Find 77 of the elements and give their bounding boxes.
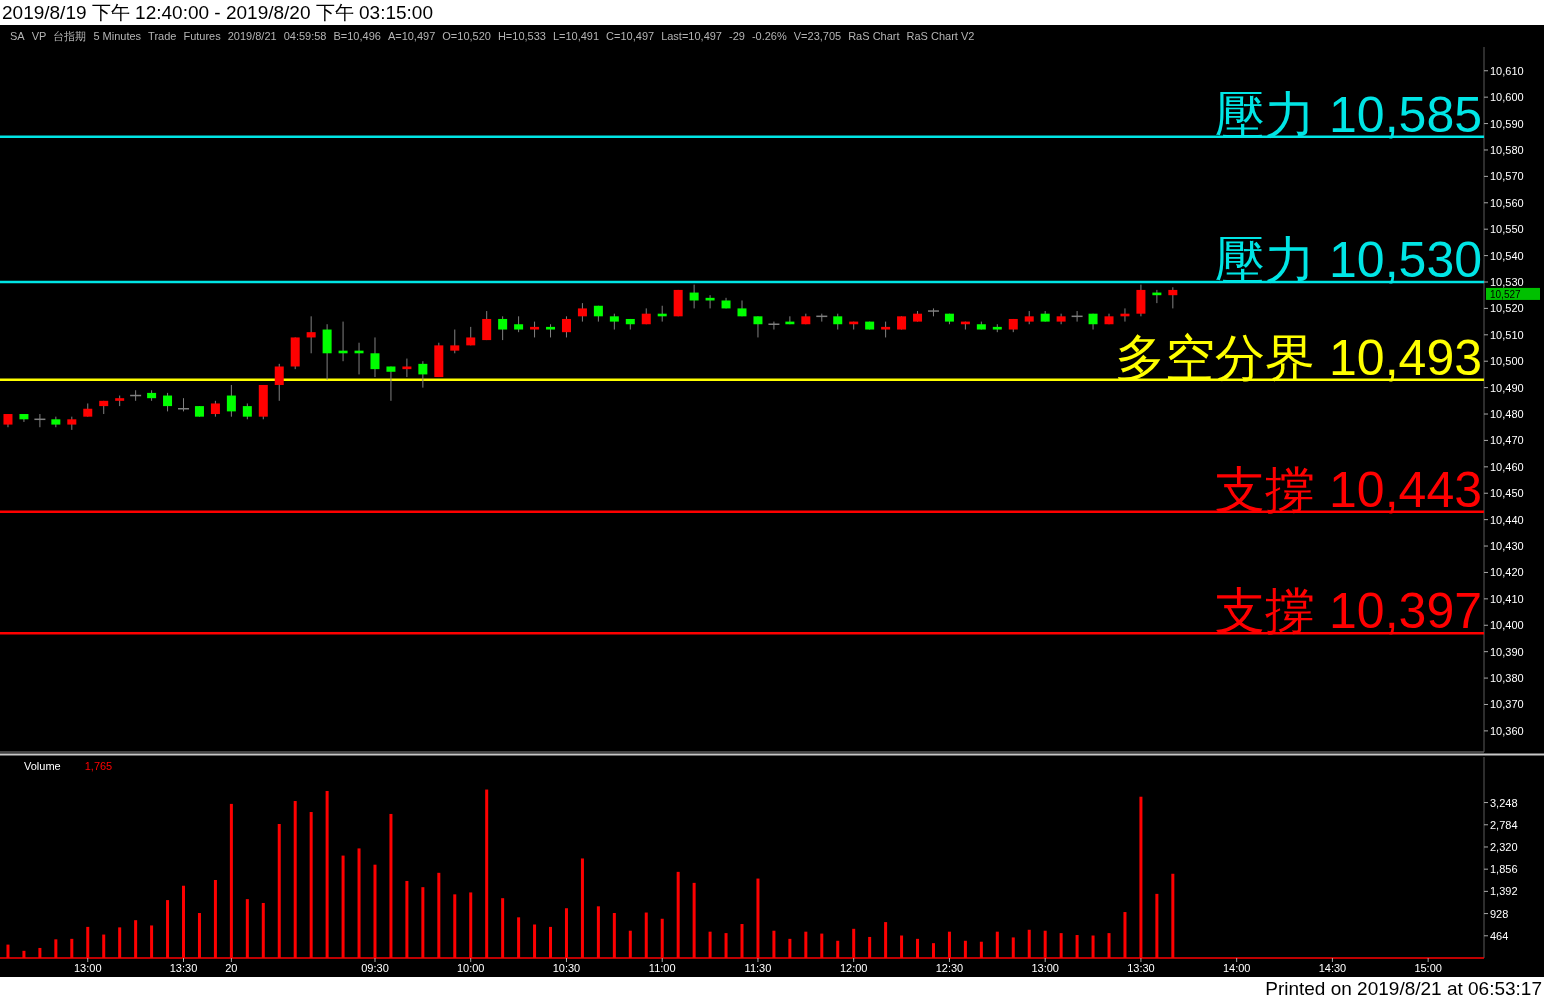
x-tick-label: 12:30 bbox=[935, 962, 964, 974]
y-tick-label: 10,590 bbox=[1490, 117, 1524, 130]
y-tick-label: 10,510 bbox=[1490, 328, 1524, 341]
y-tick-label: 10,530 bbox=[1490, 276, 1524, 288]
x-tick-label: 10:00 bbox=[456, 962, 485, 974]
y-tick-label: 464 bbox=[1490, 929, 1509, 942]
y-tick-label: 10,400 bbox=[1490, 619, 1524, 632]
text: O=10,520 bbox=[442, 30, 491, 42]
text: RaS Chart V2 bbox=[906, 30, 975, 42]
text: Last=10,497 bbox=[661, 30, 722, 42]
y-tick-label: 10,360 bbox=[1490, 724, 1524, 737]
text: Trade bbox=[148, 30, 177, 42]
text: VP bbox=[31, 30, 47, 42]
x-tick-label: 14:00 bbox=[1222, 962, 1251, 974]
ref-line-label: 支撐 10,397 bbox=[1215, 583, 1482, 640]
x-tick-label: 15:00 bbox=[1414, 962, 1442, 974]
x-tick-label: 20 bbox=[225, 962, 238, 974]
chart-title: 2019/8/19 下午 12:40:00 - 2019/8/20 下午 03:15:00 bbox=[2, 2, 433, 23]
y-tick-label: 10,410 bbox=[1490, 592, 1524, 605]
ref-line-label: 壓力 10,585 bbox=[1215, 86, 1482, 143]
text: -0.26% bbox=[751, 30, 787, 42]
x-tick-label: 09:30 bbox=[361, 962, 389, 974]
x-tick-label: 13:30 bbox=[169, 962, 198, 974]
x-tick-label: 11:00 bbox=[648, 962, 676, 974]
text: C=10,497 bbox=[606, 30, 655, 42]
y-tick-label: 10,460 bbox=[1490, 460, 1524, 473]
y-tick-label: 10,470 bbox=[1490, 434, 1524, 447]
text: 台指期 bbox=[53, 30, 87, 42]
x-tick-label: 13:00 bbox=[74, 962, 102, 974]
text: Futures bbox=[183, 30, 222, 42]
text: -29 bbox=[729, 30, 745, 42]
y-tick-label: 3,248 bbox=[1490, 796, 1518, 809]
x-tick-label: 14:30 bbox=[1318, 962, 1347, 974]
x-tick-label: 11:30 bbox=[744, 962, 772, 974]
ref-line-label: 支撐 10,443 bbox=[1215, 461, 1482, 518]
y-tick-label: 10,500 bbox=[1490, 355, 1524, 368]
ref-line-label: 壓力 10,530 bbox=[1215, 232, 1482, 288]
chart-title: Volume bbox=[24, 760, 61, 772]
y-tick-label: 10,610 bbox=[1490, 64, 1524, 77]
y-tick-label: 10,480 bbox=[1490, 408, 1524, 421]
x-tick-label: 12:00 bbox=[839, 962, 868, 974]
x-tick-label: 10:30 bbox=[552, 962, 581, 974]
y-tick-label: 10,550 bbox=[1490, 223, 1524, 236]
y-tick-label: 2,320 bbox=[1490, 840, 1518, 853]
y-tick-label: 928 bbox=[1490, 907, 1509, 920]
y-tick-label: 10,490 bbox=[1490, 381, 1524, 394]
y-tick-label: 10,380 bbox=[1490, 672, 1524, 685]
y-tick-label: 1,392 bbox=[1490, 885, 1518, 898]
y-tick-label: 10,390 bbox=[1490, 645, 1524, 658]
y-tick-label: 10,370 bbox=[1490, 698, 1524, 711]
text: A=10,497 bbox=[387, 30, 436, 42]
y-tick-label: 10,570 bbox=[1490, 170, 1524, 183]
text: SA bbox=[10, 30, 26, 42]
text: H=10,533 bbox=[497, 30, 546, 42]
y-tick-label: 10,420 bbox=[1490, 566, 1524, 579]
text: L=10,491 bbox=[552, 30, 600, 42]
text: 2019/8/21 bbox=[227, 30, 277, 42]
y-tick-label: 2,784 bbox=[1490, 818, 1518, 831]
text: 5 Minutes bbox=[93, 30, 142, 42]
y-tick-label: 1,856 bbox=[1490, 863, 1518, 876]
x-tick-label: 13:30 bbox=[1127, 962, 1155, 974]
text: RaS Chart bbox=[848, 30, 900, 42]
ref-line-label: 多空分界 10,493 bbox=[1115, 329, 1482, 386]
y-tick-label: 10,540 bbox=[1490, 249, 1524, 262]
y-tick-label: 10,440 bbox=[1490, 513, 1524, 526]
text: 04:59:58 bbox=[283, 30, 327, 42]
text: V=23,705 bbox=[793, 30, 842, 42]
text: Printed on 2019/8/21 at 06:53:17 bbox=[1265, 978, 1542, 999]
x-tick-label: 13:00 bbox=[1031, 962, 1059, 974]
y-tick-label: 10,580 bbox=[1490, 143, 1524, 156]
text: B=10,496 bbox=[333, 30, 381, 42]
y-tick-label: 10,600 bbox=[1490, 91, 1524, 104]
y-tick-label: 10,560 bbox=[1490, 196, 1524, 209]
y-tick-label: 10,520 bbox=[1490, 302, 1524, 315]
y-tick-label: 10,450 bbox=[1490, 487, 1524, 500]
annotation: 1,765 bbox=[84, 760, 113, 772]
y-tick-label: 10,430 bbox=[1490, 540, 1524, 553]
